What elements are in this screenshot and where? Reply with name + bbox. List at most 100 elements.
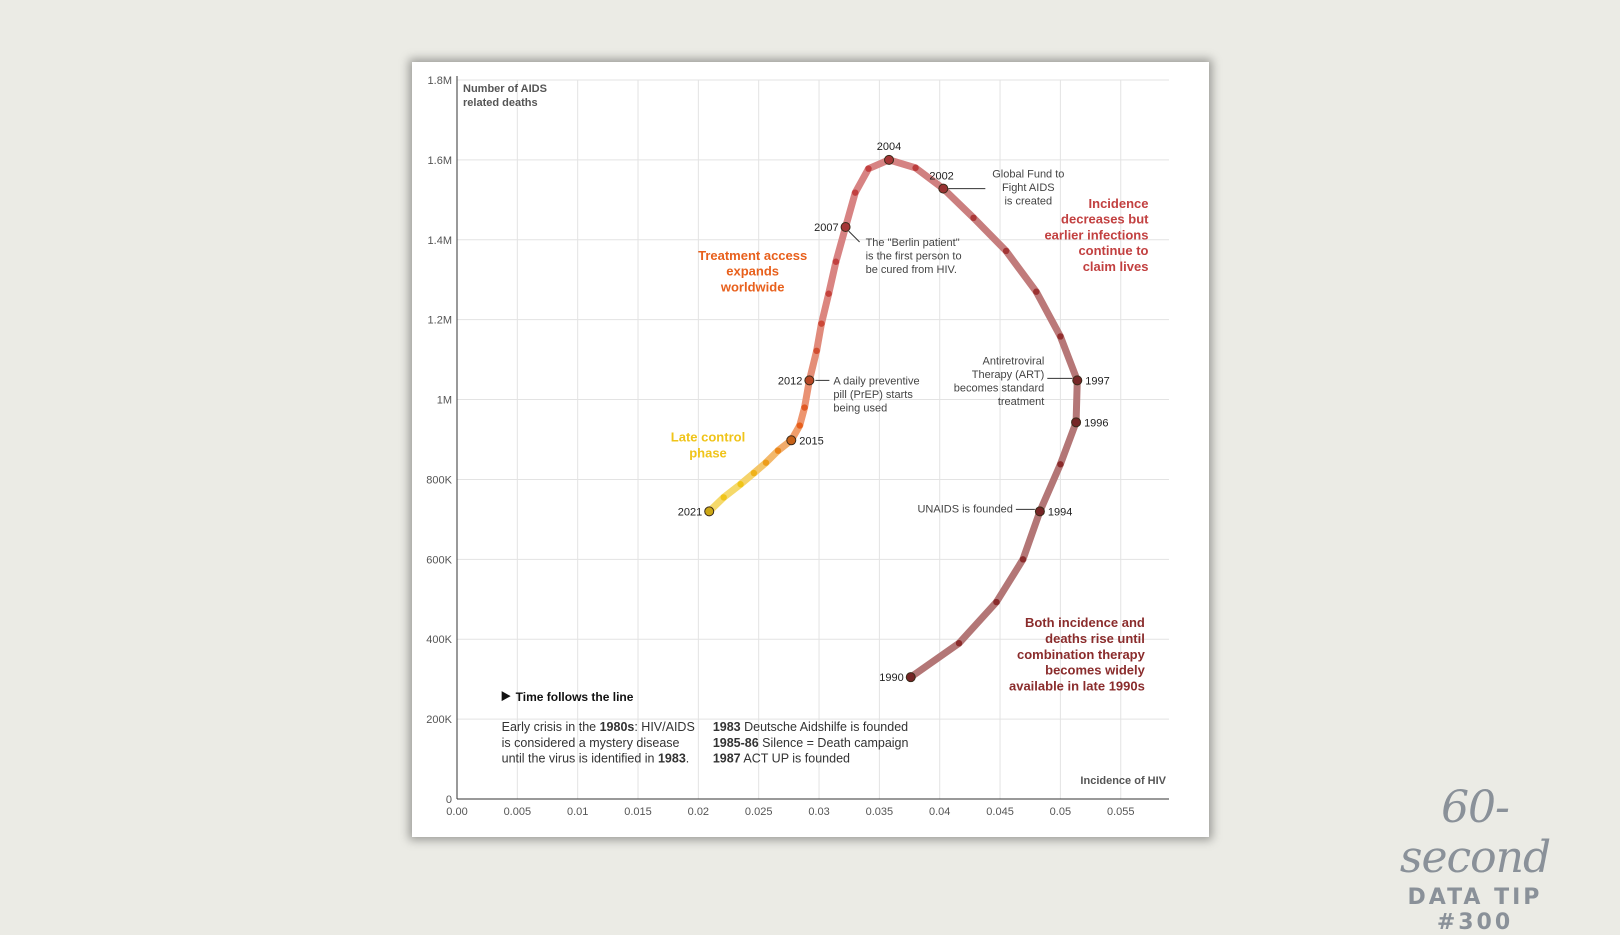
point-2006 [852, 189, 859, 196]
y-tick-label: 200K [426, 714, 452, 726]
line-segment [912, 164, 947, 193]
point-2017 [762, 459, 770, 466]
line-segment [1056, 418, 1080, 468]
line-segment [832, 223, 850, 266]
point-2012 [804, 375, 815, 386]
brand-script: 60-second [1399, 782, 1551, 883]
point-1999 [1033, 288, 1040, 295]
events-1980s-note-segment: ACT UP is founded [741, 752, 850, 766]
year-label-2007: 2007 [814, 222, 838, 234]
x-tick-label: 0.04 [929, 806, 950, 818]
milestone-annotations: UNAIDS is founded Antiretroviral Therapy (… [833, 169, 1064, 516]
line-segment [1019, 507, 1044, 563]
x-tick-label: 0.035 [866, 806, 894, 818]
y-tick-label: 1.8M [428, 75, 452, 87]
y-tick-label: 0 [446, 794, 452, 806]
line-segment [955, 598, 1000, 647]
point-2021 [704, 506, 715, 517]
tick-labels: 0.00 0.005 0.01 0.015 0.02 0.025 0.03 0.035 0.04… [426, 75, 1134, 818]
early-crisis-note: Early crisis in the 1980s: HIV/AIDS [502, 720, 695, 734]
y-tick-label: 1.4M [428, 235, 452, 247]
y-tick-label: 1.6M [428, 155, 452, 167]
line-segment [1072, 376, 1081, 426]
line-segment [992, 555, 1027, 606]
point-2004 [884, 154, 895, 165]
phase-label-early: combination therapy [1017, 647, 1146, 662]
milestone-text-2002: Global Fund to [992, 169, 1064, 181]
year-label-2012: 2012 [778, 375, 802, 387]
y-axis-title: Number of AIDS [463, 83, 547, 95]
point-2005 [865, 165, 872, 172]
line-segment [842, 189, 859, 231]
point-2013 [801, 404, 808, 411]
x-tick-label: 0.025 [745, 806, 773, 818]
milestone-text-2002: is created [1004, 196, 1052, 208]
phase-label-treatment: expands [726, 264, 779, 279]
early-crisis-note-segment: until the virus is identified in [502, 752, 658, 766]
line-segment [970, 214, 1010, 255]
point-2000 [1002, 247, 1010, 255]
milestone-text-2012: A daily preventive [833, 375, 919, 387]
phase-label-late: phase [689, 445, 727, 460]
line-segment [1002, 247, 1040, 296]
x-tick-label: 0.00 [446, 806, 467, 818]
notes: Time follows the line Early crisis in the… [501, 690, 909, 766]
point-1997 [1072, 375, 1083, 386]
phase-label-late: Late control [671, 429, 745, 444]
point-1996 [1071, 417, 1082, 428]
events-1980s-note-segment: Deutsche Aidshilfe is founded [741, 720, 909, 734]
point-2001 [970, 214, 977, 222]
phase-label-mid: claim lives [1083, 259, 1149, 274]
point-2003 [912, 164, 919, 172]
annotation-leaders [815, 188, 1073, 510]
early-crisis-note-segment: Early crisis in the [502, 720, 600, 734]
milestone-text-2007: is the first person to [866, 250, 962, 262]
x-tick-label: 0.01 [567, 806, 588, 818]
point-2020 [720, 494, 727, 501]
milestone-text-2007: The "Berlin patient" [866, 237, 960, 249]
line-segment [1036, 460, 1064, 515]
year-label-2004: 2004 [877, 141, 901, 153]
point-2019 [737, 481, 744, 488]
early-crisis-note: is considered a mystery disease [502, 736, 680, 750]
point-2002 [938, 183, 949, 194]
point-2014 [796, 422, 803, 429]
point-2009 [825, 290, 832, 297]
year-label-2002: 2002 [929, 171, 953, 183]
point-1994 [1034, 506, 1045, 517]
point-1995 [1057, 461, 1064, 468]
y-tick-label: 800K [426, 474, 452, 486]
aids-deaths-vs-hiv-incidence-chart: 0.00 0.005 0.01 0.015 0.02 0.025 0.03 0.035 0.04… [426, 75, 1169, 818]
play-triangle-icon [501, 691, 511, 702]
x-tick-label: 0.02 [688, 806, 709, 818]
milestone-text-2002: Fight AIDS [1002, 182, 1055, 194]
point-2008 [832, 258, 840, 265]
line-segment [939, 185, 978, 222]
axes [456, 76, 1169, 800]
phase-label-early: available in late 1990s [1009, 678, 1145, 693]
line-segment [805, 347, 821, 384]
y-tick-label: 1.2M [428, 315, 452, 327]
line-segment [1032, 288, 1064, 340]
milestone-text-1997: becomes standard [954, 382, 1044, 394]
x-tick-label: 0.045 [986, 806, 1014, 818]
milestone-text-1994: UNAIDS is founded [917, 503, 1012, 515]
year-label-1996: 1996 [1084, 417, 1108, 429]
point-2015 [786, 435, 797, 446]
year-label-1997: 1997 [1085, 375, 1109, 387]
point-1992 [993, 598, 1000, 606]
gridlines [457, 79, 1169, 799]
early-crisis-note-segment: 1983 [658, 752, 686, 766]
phase-label-treatment: Treatment access [698, 248, 807, 263]
events-1980s-note-segment: Silence = Death campaign [759, 736, 909, 750]
axis-titles: Number of AIDS related deaths Incidence of… [463, 83, 1167, 787]
point-1998 [1057, 333, 1064, 340]
point-1990 [905, 672, 916, 683]
x-tick-label: 0.05 [1050, 806, 1071, 818]
point-1991 [955, 640, 963, 647]
events-1980s-note-segment: 1983 [713, 720, 741, 734]
y-tick-label: 600K [426, 554, 452, 566]
brand-watermark: 60-second DATA TIP #300 [1370, 783, 1580, 935]
point-2018 [750, 469, 758, 477]
line-segment [817, 290, 833, 328]
